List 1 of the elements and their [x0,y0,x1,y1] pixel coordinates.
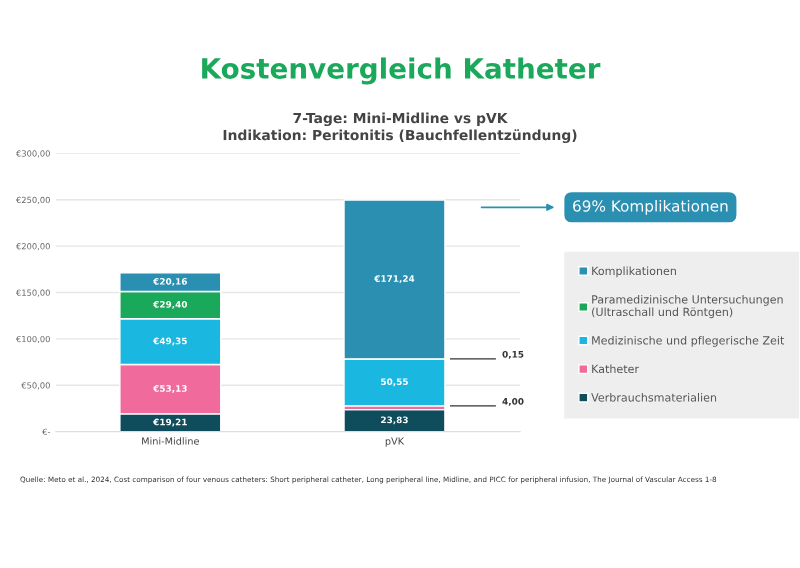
chart-title: Kostenvergleich Katheter [202,57,601,85]
